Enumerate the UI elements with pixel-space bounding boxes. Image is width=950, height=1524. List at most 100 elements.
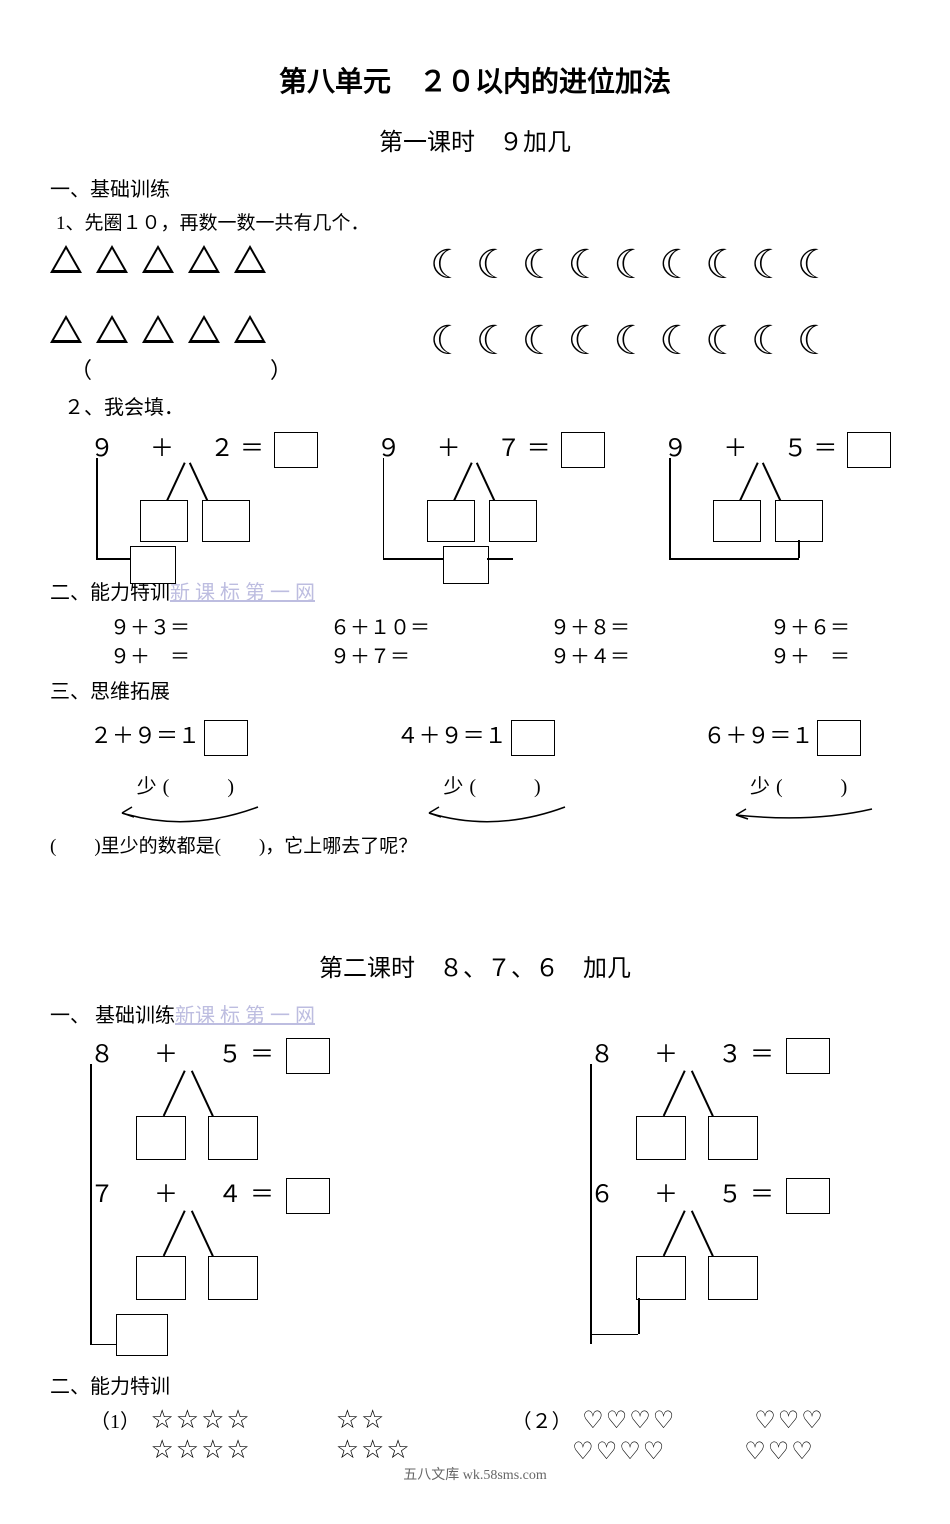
lesson1-sec1: 一、基础训练 [50,173,900,202]
split-box[interactable] [636,1256,686,1300]
split-box[interactable] [489,500,537,542]
answer-box[interactable] [204,720,248,756]
number-bond-big: ８ ＋ ５＝ ７ ＋ ４＝ [80,1034,380,1364]
equation: ６ ＋ ５＝ [590,1174,830,1214]
answer-box[interactable] [511,720,555,756]
lesson1-q2: ２、我会填． [64,391,900,420]
lesson1-q1: 1、先圈１０，再数一数一共有几个． [56,208,900,235]
less-label: 少( ) [703,770,900,799]
moon-icon: ☾ [705,321,741,361]
calc-item: ９＋ ＝ [770,640,930,669]
arrow-icon [415,803,575,829]
moon-icon: ☾ [476,245,512,285]
equation: ８ ＋ ５＝ [90,1034,330,1074]
calc-item: ９＋７＝ [330,640,490,669]
equation: ９ ＋ ５＝ [663,428,891,468]
number-bond: ９ ＋ ２＝ [90,428,327,568]
split-box[interactable] [708,1256,758,1300]
split-box[interactable] [136,1116,186,1160]
moon-icon: ☾ [522,321,558,361]
triangle-icon [96,245,128,273]
split-box[interactable] [636,1116,686,1160]
equation: ６＋９＝１ [703,718,900,756]
group-label: （1） [90,1411,140,1433]
less-label: 少( ) [397,770,594,799]
number-bond-big: ８ ＋ ３＝ ６ ＋ ５＝ [580,1034,880,1364]
split-box[interactable] [208,1116,258,1160]
split-box[interactable] [202,500,250,542]
moon-icon: ☾ [751,321,787,361]
think-item: ４＋９＝１ 少( ) [397,718,594,829]
moon-icon: ☾ [568,245,604,285]
number-bond: ９ ＋ ５＝ [663,428,900,568]
equation: ８ ＋ ３＝ [590,1034,830,1074]
split-box[interactable] [130,546,176,584]
heart-group: （２） ♡♡♡♡ ♡♡♡ （2） ♡♡♡♡ ♡♡♡ [512,1405,825,1466]
triangles-group: （ ） [50,245,340,385]
split-box[interactable] [713,500,761,542]
answer-box[interactable] [847,432,891,468]
shapes-block: （ ） ☾ ☾ ☾ ☾ ☾ ☾ ☾ ☾ ☾ ☾ ☾ ☾ ☾ ☾ ☾ ☾ ☾ ☾ [50,245,900,385]
star-icon: ☆☆☆☆ ☆☆☆ [151,1435,412,1464]
moon-icon: ☾ [659,245,695,285]
page-footer: 五八文库 wk.58sms.com [50,1464,900,1484]
bond-row: ９ ＋ ２＝ ９ ＋ ７＝ ９ ＋ ５＝ [90,428,900,568]
split-box[interactable] [427,500,475,542]
answer-box[interactable] [274,432,318,468]
moon-icon: ☾ [522,245,558,285]
arrow-icon [722,803,882,829]
heart-icon: ♡♡♡♡ ♡♡♡ [572,1439,815,1465]
calc-row-2: ９＋ ＝ ９＋７＝ ９＋４＝ ９＋ ＝ [110,640,900,669]
triangle-icon [142,315,174,343]
lesson1-sec3: 三、思维拓展 [50,675,900,704]
answer-box[interactable] [286,1038,330,1074]
moon-icon: ☾ [613,245,649,285]
calc-item: ９＋８＝ [550,611,710,640]
moons-group: ☾ ☾ ☾ ☾ ☾ ☾ ☾ ☾ ☾ ☾ ☾ ☾ ☾ ☾ ☾ ☾ ☾ ☾ [430,245,860,385]
answer-box[interactable] [286,1178,330,1214]
moon-icon: ☾ [797,321,833,361]
answer-box[interactable] [817,720,861,756]
answer-box[interactable] [786,1178,830,1214]
lesson2-sec1: 一、 基础训练新课 标 第 一 网 [50,999,900,1028]
star-icon: ☆☆☆☆ ☆☆ [151,1405,387,1434]
triangle-icon [50,315,82,343]
calc-item: ９＋６＝ [770,611,930,640]
arrow-icon [108,803,268,829]
triangle-icon [234,245,266,273]
moon-icon: ☾ [797,245,833,285]
answer-box[interactable] [561,432,605,468]
lesson2-sec2: 二、能力特训 [50,1370,900,1399]
split-box[interactable] [116,1314,168,1356]
split-box[interactable] [775,500,823,542]
triangle-icon [96,315,128,343]
star-group: （1） ☆☆☆☆ ☆☆ （1） ☆☆☆☆ ☆☆☆ [90,1405,412,1465]
triangle-icon [188,315,220,343]
calc-item: ９＋４＝ [550,640,710,669]
think-item: ２＋９＝１ 少( ) [90,718,287,829]
triangle-icon [234,315,266,343]
answer-box[interactable] [786,1038,830,1074]
triangle-icon [50,245,82,273]
unit-title: 第八单元 ２０以内的进位加法 [50,60,900,100]
calc-item: ９＋３＝ [110,611,270,640]
group-label: （２） [512,1411,572,1433]
split-box[interactable] [140,500,188,542]
moon-icon: ☾ [430,245,466,285]
watermark-text: 新课 标 第 一 网 [175,1005,315,1027]
equation: ９ ＋ ２＝ [90,428,318,468]
split-box[interactable] [208,1256,258,1300]
lesson1-title: 第一课时 ９加几 [50,122,900,157]
split-box[interactable] [708,1116,758,1160]
split-box[interactable] [136,1256,186,1300]
lesson2-title: 第二课时 ８、７、６ 加几 [50,948,900,983]
moon-icon: ☾ [659,321,695,361]
triangle-icon [188,245,220,273]
equation: ９ ＋ ７＝ [377,428,605,468]
calc-row-1: ９＋３＝ ６＋１０＝ ９＋８＝ ９＋６＝ [110,611,900,640]
moon-icon: ☾ [476,321,512,361]
split-box[interactable] [443,546,489,584]
calc-item: ９＋ ＝ [110,640,270,669]
moon-icon: ☾ [751,245,787,285]
moon-icon: ☾ [430,321,466,361]
